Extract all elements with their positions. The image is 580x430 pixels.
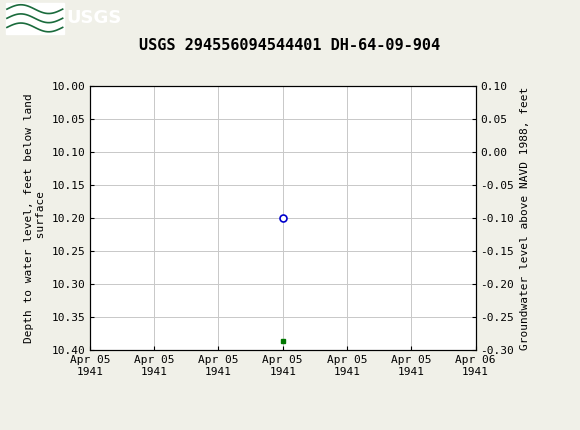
Text: USGS 294556094544401 DH-64-09-904: USGS 294556094544401 DH-64-09-904 xyxy=(139,38,441,52)
Text: USGS: USGS xyxy=(67,9,122,27)
Bar xyxy=(6,3,64,34)
Y-axis label: Groundwater level above NAVD 1988, feet: Groundwater level above NAVD 1988, feet xyxy=(520,86,530,350)
Y-axis label: Depth to water level, feet below land
 surface: Depth to water level, feet below land su… xyxy=(24,93,46,343)
